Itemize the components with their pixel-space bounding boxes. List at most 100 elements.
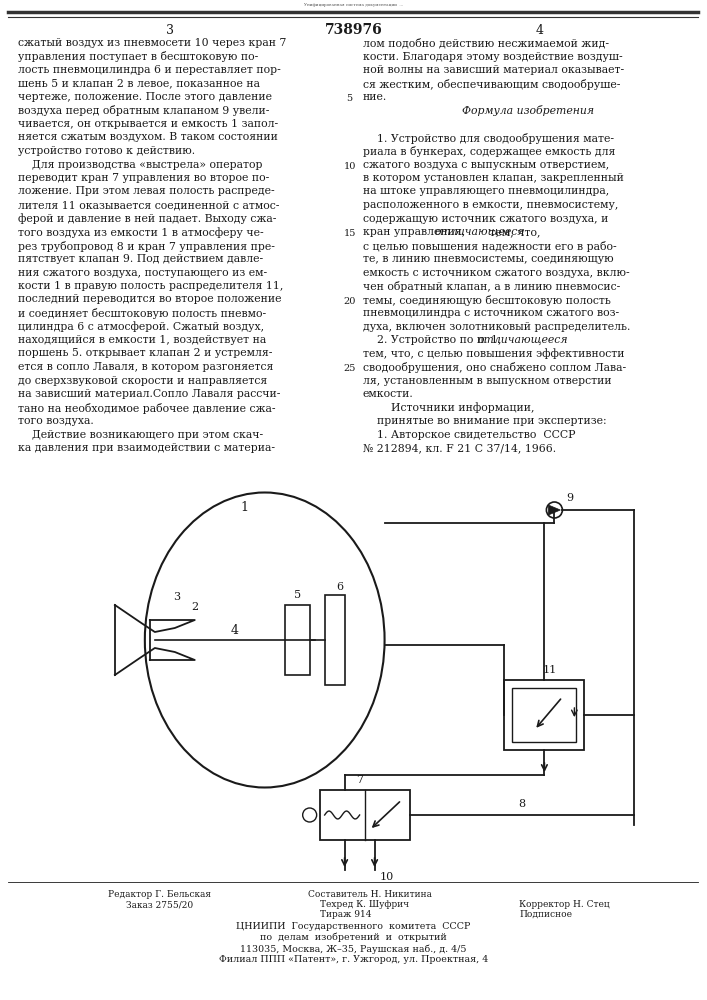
Text: Филиал ППП «Патент», г. Ужгород, ул. Проектная, 4: Филиал ППП «Патент», г. Ужгород, ул. Про… bbox=[219, 955, 489, 964]
Text: на штоке управляющего пневмоцилиндра,: на штоке управляющего пневмоцилиндра, bbox=[363, 186, 609, 196]
Text: ка давления при взаимодействии с материа-: ка давления при взаимодействии с материа… bbox=[18, 443, 275, 453]
Bar bbox=[285, 605, 310, 675]
Text: Составитель Н. Никитина: Составитель Н. Никитина bbox=[308, 890, 431, 899]
Text: 3: 3 bbox=[166, 24, 174, 37]
Text: последний переводится во второе положение: последний переводится во второе положени… bbox=[18, 294, 281, 304]
Text: ля, установленным в выпускном отверстии: ля, установленным в выпускном отверстии bbox=[363, 375, 612, 385]
Text: тем, что, с целью повышения эффективности: тем, что, с целью повышения эффективност… bbox=[363, 349, 624, 359]
Text: ЦНИИПИ  Государственного  комитета  СССР: ЦНИИПИ Государственного комитета СССР bbox=[236, 922, 471, 931]
Text: 7: 7 bbox=[356, 775, 363, 785]
Text: пневмоцилиндра с источником сжатого воз-: пневмоцилиндра с источником сжатого воз- bbox=[363, 308, 619, 318]
Bar bbox=[513, 688, 576, 742]
Bar bbox=[320, 790, 409, 840]
Text: ния сжатого воздуха, поступающего из ем-: ния сжатого воздуха, поступающего из ем- bbox=[18, 267, 267, 277]
Text: переводит кран 7 управления во второе по-: переводит кран 7 управления во второе по… bbox=[18, 173, 269, 183]
Text: расположенного в емкости, пневмосистему,: расположенного в емкости, пневмосистему, bbox=[363, 200, 618, 210]
Text: лителя 11 оказывается соединенной с атмос-: лителя 11 оказывается соединенной с атмо… bbox=[18, 200, 279, 210]
Text: кран управления,: кран управления, bbox=[363, 227, 468, 237]
Text: сжатый воздух из пневмосети 10 через кран 7: сжатый воздух из пневмосети 10 через кра… bbox=[18, 38, 286, 48]
Text: Источники информации,: Источники информации, bbox=[363, 402, 534, 413]
Text: кости 1 в правую полость распределителя 11,: кости 1 в правую полость распределителя … bbox=[18, 281, 284, 291]
Text: 3: 3 bbox=[173, 592, 180, 602]
Text: 15: 15 bbox=[344, 229, 356, 238]
Text: Формула изобретения: Формула изобретения bbox=[462, 105, 595, 116]
Text: шень 5 и клапан 2 в левое, показанное на: шень 5 и клапан 2 в левое, показанное на bbox=[18, 79, 260, 89]
Text: по  делам  изобретений  и  открытий: по делам изобретений и открытий bbox=[260, 933, 447, 942]
Text: кости. Благодаря этому воздействие воздуш-: кости. Благодаря этому воздействие возду… bbox=[363, 51, 622, 62]
Text: тано на необходимое рабочее давление сжа-: тано на необходимое рабочее давление сжа… bbox=[18, 402, 276, 414]
Text: находящийся в емкости 1, воздействует на: находящийся в емкости 1, воздействует на bbox=[18, 335, 267, 345]
Text: лом подобно действию несжимаемой жид-: лом подобно действию несжимаемой жид- bbox=[363, 38, 609, 49]
Text: рез трубопровод 8 и кран 7 управления пре-: рез трубопровод 8 и кран 7 управления пр… bbox=[18, 240, 275, 251]
Text: чертеже, положение. После этого давление: чертеже, положение. После этого давление bbox=[18, 92, 272, 102]
Text: 9: 9 bbox=[566, 493, 573, 503]
Text: и соединяет бесштоковую полость пневмо-: и соединяет бесштоковую полость пневмо- bbox=[18, 308, 266, 319]
Text: Унифицированная система документации  ...: Унифицированная система документации ... bbox=[304, 3, 403, 7]
Text: те, в линию пневмосистемы, соединяющую: те, в линию пневмосистемы, соединяющую bbox=[363, 254, 613, 264]
Text: Корректор Н. Стец: Корректор Н. Стец bbox=[520, 900, 610, 909]
Text: 4: 4 bbox=[535, 24, 544, 37]
Text: 1. Устройство для сводообрушения мате-: 1. Устройство для сводообрушения мате- bbox=[363, 132, 614, 143]
Text: ется в сопло Лаваля, в котором разгоняется: ется в сопло Лаваля, в котором разгоняет… bbox=[18, 362, 274, 372]
Text: ся жестким, обеспечивающим сводообруше-: ся жестким, обеспечивающим сводообруше- bbox=[363, 79, 620, 90]
Text: устройство готово к действию.: устройство готово к действию. bbox=[18, 146, 195, 156]
Text: воздуха перед обратным клапаном 9 увели-: воздуха перед обратным клапаном 9 увели- bbox=[18, 105, 269, 116]
Text: отличающееся: отличающееся bbox=[477, 335, 568, 345]
Text: ферой и давление в ней падает. Выходу сжа-: ферой и давление в ней падает. Выходу сж… bbox=[18, 214, 276, 224]
Text: на зависший материал.Сопло Лаваля рассчи-: на зависший материал.Сопло Лаваля рассчи… bbox=[18, 389, 281, 399]
Text: чен обратный клапан, а в линию пневмосис-: чен обратный клапан, а в линию пневмосис… bbox=[363, 281, 620, 292]
Text: 5: 5 bbox=[346, 94, 353, 103]
Text: 2. Устройство по п. 1,: 2. Устройство по п. 1, bbox=[363, 335, 505, 345]
Text: темы, соединяющую бесштоковую полость: темы, соединяющую бесштоковую полость bbox=[363, 294, 610, 306]
Text: 20: 20 bbox=[344, 297, 356, 306]
Text: принятые во внимание при экспертизе:: принятые во внимание при экспертизе: bbox=[363, 416, 606, 426]
Text: 4: 4 bbox=[230, 624, 239, 637]
Bar bbox=[505, 680, 585, 750]
Text: чивается, он открывается и емкость 1 запол-: чивается, он открывается и емкость 1 зап… bbox=[18, 119, 278, 129]
Text: ной волны на зависший материал оказывает-: ной волны на зависший материал оказывает… bbox=[363, 65, 624, 75]
Text: 1. Авторское свидетельство  СССР: 1. Авторское свидетельство СССР bbox=[363, 430, 575, 440]
Text: 6: 6 bbox=[336, 582, 343, 592]
Text: ложение. При этом левая полость распреде-: ложение. При этом левая полость распреде… bbox=[18, 186, 274, 196]
Text: отличающееся: отличающееся bbox=[435, 227, 525, 237]
Text: 10: 10 bbox=[344, 162, 356, 171]
Text: 5: 5 bbox=[293, 590, 300, 600]
Text: духа, включен золотниковый распределитель.: духа, включен золотниковый распределител… bbox=[363, 322, 630, 332]
Text: Тираж 914: Тираж 914 bbox=[320, 910, 371, 919]
Text: 738976: 738976 bbox=[325, 23, 382, 37]
Text: ние.: ние. bbox=[363, 92, 387, 102]
Text: Для производства «выстрела» оператор: Для производства «выстрела» оператор bbox=[18, 159, 262, 169]
Text: сжатого воздуха с выпускным отверстием,: сжатого воздуха с выпускным отверстием, bbox=[363, 159, 609, 169]
Text: няется сжатым воздухом. В таком состоянии: няется сжатым воздухом. В таком состояни… bbox=[18, 132, 278, 142]
Text: 8: 8 bbox=[518, 799, 525, 809]
Text: того воздуха.: того воздуха. bbox=[18, 416, 94, 426]
Text: 2: 2 bbox=[191, 602, 199, 612]
Text: с целью повышения надежности его в рабо-: с целью повышения надежности его в рабо- bbox=[363, 240, 617, 251]
Text: 10: 10 bbox=[380, 872, 394, 882]
Text: управления поступает в бесштоковую по-: управления поступает в бесштоковую по- bbox=[18, 51, 258, 62]
Text: Подписное: Подписное bbox=[520, 910, 573, 919]
Text: 1: 1 bbox=[240, 501, 249, 514]
Text: Заказ 2755/20: Заказ 2755/20 bbox=[127, 900, 194, 909]
Text: в котором установлен клапан, закрепленный: в котором установлен клапан, закрепленны… bbox=[363, 173, 624, 183]
Bar bbox=[325, 595, 344, 685]
Text: Техред К. Шуфрич: Техред К. Шуфрич bbox=[320, 900, 409, 909]
Text: цилиндра 6 с атмосферой. Сжатый воздух,: цилиндра 6 с атмосферой. Сжатый воздух, bbox=[18, 322, 264, 332]
Text: риала в бункерах, содержащее емкость для: риала в бункерах, содержащее емкость для bbox=[363, 146, 615, 157]
Text: содержащую источник сжатого воздуха, и: содержащую источник сжатого воздуха, и bbox=[363, 214, 608, 224]
Text: сводообрушения, оно снабжено соплом Лава-: сводообрушения, оно снабжено соплом Лава… bbox=[363, 362, 626, 373]
Text: тем, что,: тем, что, bbox=[486, 227, 540, 237]
Text: емкости.: емкости. bbox=[363, 389, 414, 399]
Text: пятствует клапан 9. Под действием давле-: пятствует клапан 9. Под действием давле- bbox=[18, 254, 263, 264]
Text: Редактор Г. Бельская: Редактор Г. Бельская bbox=[108, 890, 211, 899]
Text: того воздуха из емкости 1 в атмосферу че-: того воздуха из емкости 1 в атмосферу че… bbox=[18, 227, 264, 238]
Text: до сверхзвуковой скорости и направляется: до сверхзвуковой скорости и направляется bbox=[18, 375, 267, 385]
Text: поршень 5. открывает клапан 2 и устремля-: поршень 5. открывает клапан 2 и устремля… bbox=[18, 349, 272, 359]
Text: лость пневмоцилиндра 6 и переставляет пор-: лость пневмоцилиндра 6 и переставляет по… bbox=[18, 65, 281, 75]
Text: емкость с источником сжатого воздуха, вклю-: емкость с источником сжатого воздуха, вк… bbox=[363, 267, 629, 277]
Text: № 212894, кл. F 21 С 37/14, 1966.: № 212894, кл. F 21 С 37/14, 1966. bbox=[363, 443, 556, 453]
Polygon shape bbox=[549, 505, 561, 515]
Text: 25: 25 bbox=[344, 364, 356, 373]
Text: 11: 11 bbox=[542, 665, 556, 675]
Text: Действие возникающего при этом скач-: Действие возникающего при этом скач- bbox=[18, 430, 263, 440]
